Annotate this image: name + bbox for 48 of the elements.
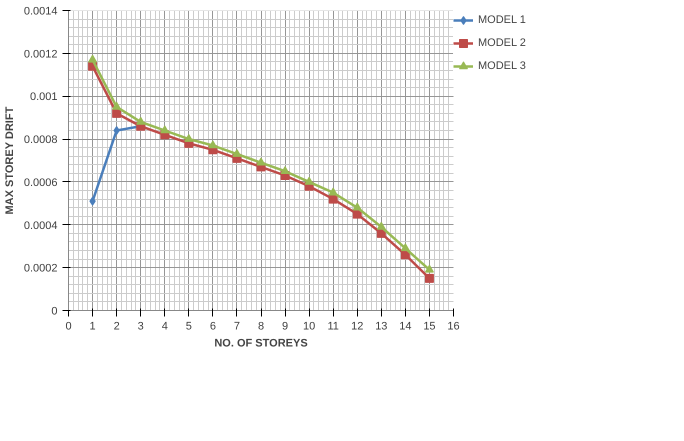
- x-tick-label: 5: [186, 320, 192, 332]
- point: [208, 140, 218, 148]
- y-tick-label: 0.0004: [24, 220, 58, 232]
- y-tick-label: 0.0012: [24, 48, 58, 60]
- y-axis-title: MAX STOREY DRIFT: [4, 106, 16, 214]
- point: [304, 176, 314, 185]
- point: [424, 264, 434, 273]
- point: [184, 134, 194, 142]
- x-tick-label: 15: [423, 320, 436, 332]
- x-tick-label: 13: [375, 320, 388, 332]
- x-tick-label: 0: [65, 320, 72, 332]
- point: [376, 222, 386, 230]
- legend-label: MODEL 2: [478, 37, 527, 49]
- point: [256, 158, 266, 166]
- x-tick-label: 8: [258, 320, 264, 332]
- point: [328, 188, 338, 196]
- x-tick-label: 2: [114, 320, 120, 332]
- x-tick-label: 6: [210, 320, 216, 332]
- point: [88, 54, 98, 63]
- point: [232, 148, 242, 157]
- point: [160, 125, 170, 134]
- x-tick-label: 16: [447, 320, 460, 332]
- x-tick-label: 7: [234, 320, 240, 332]
- y-tick-label: 0: [51, 306, 58, 318]
- x-tick-label: 12: [351, 320, 364, 332]
- point: [89, 196, 96, 206]
- x-tick-label: 1: [90, 320, 96, 332]
- point: [400, 243, 410, 252]
- x-axis-title: NO. OF STOREYS: [214, 338, 308, 350]
- point: [112, 108, 122, 118]
- y-tick-label: 0.0006: [24, 176, 58, 189]
- y-tick-label: 0.0008: [24, 134, 58, 146]
- y-tick-label: 0.0014: [24, 6, 58, 18]
- point: [424, 274, 434, 283]
- point: [136, 116, 146, 125]
- x-tick-label: 10: [303, 320, 316, 332]
- point: [352, 202, 362, 210]
- x-tick-label: 14: [399, 320, 412, 332]
- y-tick-label: 0.001: [30, 91, 58, 104]
- point: [113, 126, 120, 135]
- legend-label: MODEL 3: [478, 60, 527, 72]
- y-tick-label: 0.0002: [24, 262, 58, 275]
- legend-label: MODEL 1: [478, 14, 527, 26]
- x-tick-label: 3: [138, 320, 144, 332]
- x-tick-label: 4: [162, 320, 168, 332]
- x-tick-label: 11: [327, 320, 339, 332]
- x-tick-label: 9: [282, 320, 288, 332]
- point: [112, 102, 122, 110]
